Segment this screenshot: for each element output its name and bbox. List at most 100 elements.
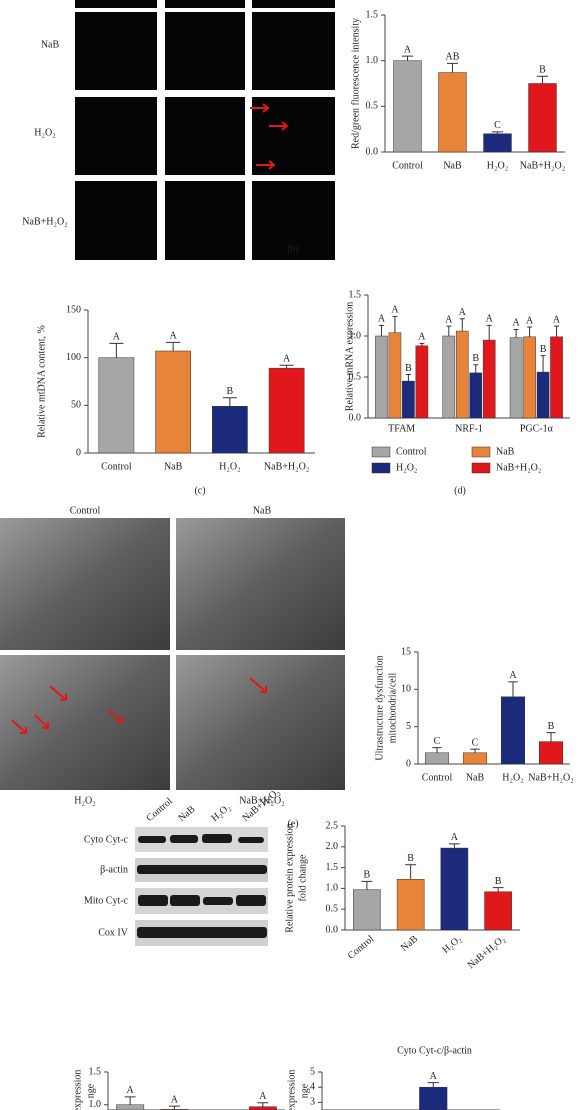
error-bar [419, 342, 425, 346]
y-axis-label: Relative protein expression [284, 823, 295, 932]
significance-letter: B [405, 363, 412, 374]
significance-letter: A [391, 305, 399, 316]
error-bar [257, 1102, 269, 1107]
x-tick-label: NaB [164, 461, 183, 472]
significance-letter: A [171, 1094, 179, 1105]
y-tick-label: 4 [310, 1081, 315, 1092]
micrograph-grid [75, 0, 335, 260]
y-tick-label: 1.0 [349, 330, 362, 341]
error-bar [546, 732, 556, 742]
error-bar [527, 326, 533, 337]
significance-letter: A [113, 332, 121, 343]
significance-letter: A [418, 332, 426, 343]
error-bar [473, 364, 479, 373]
y-axis-label: expression [72, 1070, 83, 1110]
y-tick-label: 5 [310, 1066, 315, 1077]
error-bar [222, 397, 237, 407]
bar [415, 345, 429, 419]
bar [268, 367, 305, 454]
blot-column-label: Control [144, 796, 175, 824]
y-axis-label: expression [286, 1070, 297, 1110]
significance-letter: A [445, 314, 453, 325]
row-label: NaB+H₂O₂ [22, 216, 67, 227]
row-label: H₂O₂ [34, 127, 55, 138]
significance-letter: A [553, 314, 561, 325]
error-bar [432, 747, 442, 753]
row-label: NaB [41, 39, 60, 50]
bar [442, 335, 456, 419]
bar [484, 891, 512, 931]
significance-letter: A [513, 318, 521, 329]
error-bar [168, 1105, 180, 1110]
y-tick-label: 0.0 [366, 146, 379, 157]
x-tick-label: Control [346, 933, 377, 961]
error-bar [508, 681, 518, 697]
x-tick-label: Control [101, 461, 132, 472]
error-bar [405, 864, 417, 880]
y-tick-label: 1.0 [366, 55, 379, 66]
y-tick-label: 1.5 [366, 9, 379, 20]
significance-letter: C [472, 737, 479, 748]
bar [509, 337, 523, 419]
significance-letter: A [526, 315, 534, 326]
x-tick-label: H₂O₂ [440, 934, 463, 956]
bar [393, 60, 422, 153]
bar [523, 336, 536, 419]
error-bar [492, 887, 504, 892]
significance-letter: C [494, 120, 501, 131]
blot-column-label: H₂O₂ [209, 802, 232, 824]
error-bar [486, 324, 492, 341]
y-axis-label: mitochondria/cell [387, 673, 398, 744]
bar [528, 83, 557, 153]
legend-label: Control [396, 446, 427, 457]
bar [396, 878, 425, 931]
panel-label: (d) [454, 485, 466, 496]
error-bar [166, 341, 181, 351]
bar [500, 696, 526, 765]
error-bar [392, 315, 398, 333]
significance-letter: B [407, 853, 414, 864]
significance-letter: B [364, 870, 371, 881]
y-tick-label: 1.0 [89, 1099, 102, 1110]
y-tick-label: 150 [66, 304, 81, 315]
y-axis-label: Relative mRNA expression [344, 302, 355, 411]
y-tick-label: 1.0 [326, 883, 339, 894]
bar [388, 332, 402, 419]
y-axis-label: Red/green fluorescence intensity [350, 18, 361, 149]
significance-letter: A [404, 44, 412, 55]
bar [469, 372, 483, 419]
bar [353, 889, 381, 931]
blot-row-label: β-actin [100, 864, 128, 875]
x-tick-label: PGC-1α [520, 423, 554, 434]
bar [98, 357, 135, 454]
x-tick-label: NaB [443, 160, 462, 171]
bar [483, 133, 512, 153]
bar [155, 350, 191, 454]
y-tick-label: 5 [406, 721, 411, 732]
error-bar [448, 843, 460, 849]
error-bar [446, 325, 452, 336]
error-bar [124, 1096, 136, 1105]
bar [482, 339, 496, 419]
panel-label: (c) [194, 485, 205, 496]
significance-letter: A [259, 1091, 267, 1102]
y-axis-label: nge [85, 1083, 96, 1098]
blot-row-label: Mito Cyt-c [84, 895, 129, 906]
x-tick-label: NaB+H₂O₂ [466, 934, 508, 972]
bar [424, 752, 450, 765]
y-tick-label: 0.0 [349, 412, 362, 423]
image-label: NaB [253, 505, 272, 516]
y-tick-label: 1.5 [326, 862, 339, 873]
y-tick-label: 0.0 [326, 924, 339, 935]
y-tick-label: 15 [401, 646, 411, 657]
error-bar [427, 1082, 439, 1088]
bar [536, 371, 550, 419]
western-blot [135, 827, 268, 946]
y-tick-label: 0.5 [326, 903, 339, 914]
y-tick-label: 0 [76, 447, 81, 458]
significance-letter: B [540, 344, 547, 355]
blot-row-label: Cox IV [98, 927, 129, 938]
x-tick-label: NaB+H₂O₂ [264, 461, 309, 472]
panel-label: (b) [287, 243, 299, 254]
